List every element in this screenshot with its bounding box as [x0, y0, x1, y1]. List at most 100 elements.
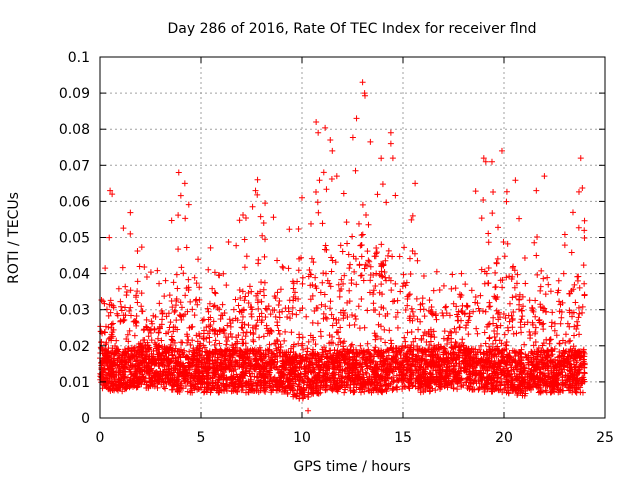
data-point — [168, 217, 175, 224]
data-point — [430, 287, 437, 294]
data-point — [455, 308, 462, 315]
data-point — [253, 292, 260, 299]
data-point — [320, 169, 327, 176]
data-point — [277, 286, 284, 293]
data-point — [491, 327, 498, 334]
data-point — [409, 355, 416, 362]
data-point — [142, 343, 149, 350]
data-point — [309, 292, 316, 299]
data-point — [561, 242, 568, 249]
data-point — [397, 351, 404, 358]
data-point — [213, 360, 220, 367]
data-point — [518, 316, 525, 323]
data-point — [390, 385, 397, 392]
data-point — [248, 313, 255, 320]
data-point — [522, 351, 529, 358]
data-point — [547, 288, 554, 295]
data-point — [138, 308, 145, 315]
data-point — [503, 339, 510, 346]
data-point — [370, 272, 377, 278]
data-point — [239, 313, 246, 320]
data-point — [322, 303, 329, 310]
data-point — [497, 314, 503, 321]
data-point — [158, 337, 165, 344]
data-point — [537, 287, 544, 294]
data-point — [560, 347, 567, 354]
data-point — [494, 255, 501, 262]
data-point — [347, 261, 354, 268]
data-point — [177, 366, 184, 373]
data-point — [241, 264, 248, 271]
data-point — [217, 315, 224, 322]
data-point — [276, 309, 283, 316]
data-point — [572, 299, 579, 306]
data-point — [392, 280, 399, 287]
data-point — [367, 138, 374, 145]
data-point — [444, 384, 451, 391]
data-point — [229, 354, 236, 361]
data-point — [418, 381, 425, 388]
data-point — [388, 340, 395, 347]
data-point — [250, 337, 257, 344]
data-point — [495, 309, 502, 316]
data-point — [495, 224, 502, 231]
data-point — [211, 269, 218, 276]
data-point — [581, 235, 588, 242]
data-point — [221, 310, 228, 317]
data-point — [333, 173, 340, 180]
data-point — [326, 332, 333, 339]
data-point — [571, 332, 578, 339]
data-point — [176, 311, 183, 318]
data-point — [245, 299, 252, 306]
data-point — [466, 310, 473, 317]
data-point — [377, 380, 384, 387]
data-point — [370, 287, 377, 294]
data-point — [359, 201, 366, 208]
data-point — [501, 331, 508, 338]
data-point — [378, 281, 385, 288]
data-point — [558, 314, 565, 321]
data-point — [246, 283, 253, 290]
data-point — [503, 198, 510, 205]
data-point — [275, 302, 282, 309]
data-point — [560, 270, 567, 277]
data-point — [472, 188, 479, 195]
data-point — [321, 291, 328, 298]
data-point — [363, 212, 370, 219]
data-point — [509, 294, 516, 301]
data-point — [254, 299, 261, 306]
data-point — [581, 280, 588, 287]
data-point — [194, 301, 201, 308]
data-point — [245, 290, 252, 297]
data-point — [487, 303, 494, 310]
data-point — [482, 308, 489, 315]
data-point — [392, 313, 399, 320]
data-point — [575, 304, 582, 311]
data-point — [553, 332, 560, 339]
data-point — [279, 357, 286, 364]
data-point — [175, 246, 182, 253]
data-point — [474, 330, 481, 337]
data-point — [131, 332, 138, 339]
data-point — [323, 186, 330, 193]
data-point — [162, 277, 169, 284]
data-point — [127, 304, 134, 311]
data-point — [291, 289, 298, 296]
data-point — [276, 330, 283, 337]
data-point — [489, 340, 496, 347]
data-point — [185, 276, 192, 283]
data-point — [573, 325, 580, 332]
data-point — [154, 384, 161, 391]
data-point — [574, 273, 581, 280]
data-point — [134, 299, 141, 306]
data-point — [240, 211, 247, 218]
data-point — [366, 289, 373, 296]
data-point — [397, 288, 404, 295]
data-point — [374, 191, 381, 198]
data-point — [414, 316, 421, 323]
data-point — [196, 333, 203, 340]
data-point — [419, 300, 426, 307]
data-point — [322, 124, 329, 131]
data-point — [574, 322, 581, 329]
